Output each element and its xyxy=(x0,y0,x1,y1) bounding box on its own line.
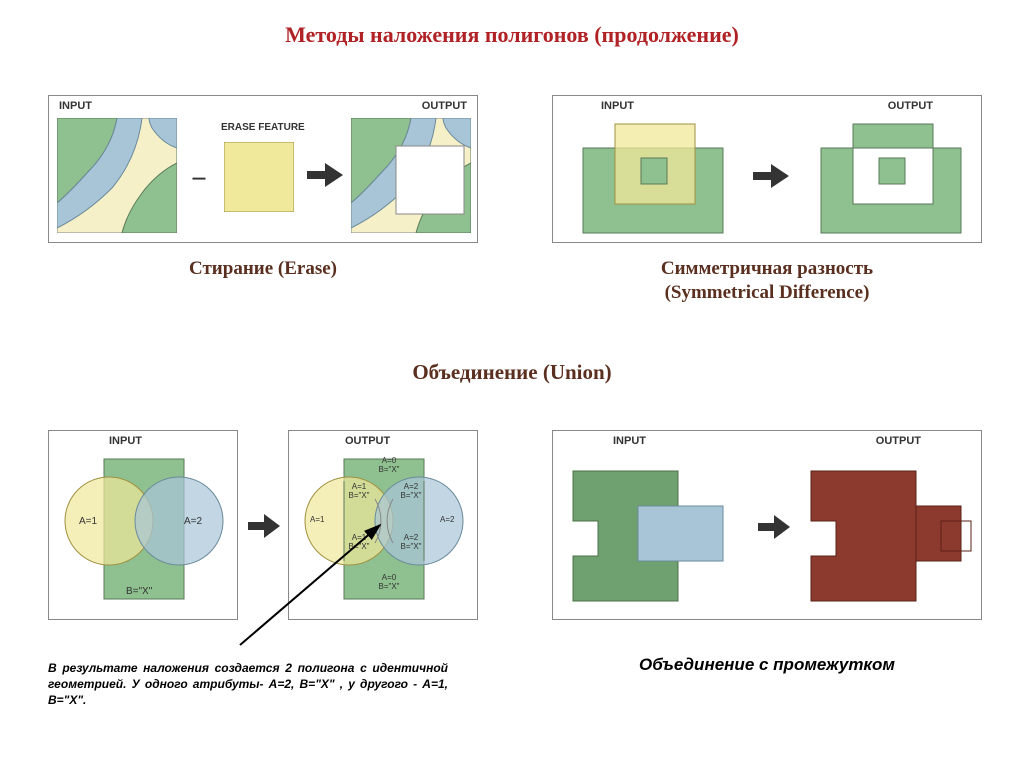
union-bx-label: B="X" xyxy=(126,586,152,597)
union-out-a0-top: A=0B="X" xyxy=(374,457,404,475)
erase-arrow-head xyxy=(325,163,343,187)
union-gap-panel: INPUT OUTPUT xyxy=(552,430,982,620)
union-gap-output-label: OUTPUT xyxy=(876,435,921,447)
union-a1-label: A=1 xyxy=(79,516,97,527)
symdiff-panel: INPUT OUTPUT xyxy=(552,95,982,243)
union-out-a2bx: A=2B="X" xyxy=(396,534,426,552)
erase-input-label: INPUT xyxy=(59,100,92,112)
symdiff-output xyxy=(801,118,976,236)
erase-feature-square xyxy=(224,142,294,212)
erase-output-map xyxy=(351,118,471,233)
symdiff-input xyxy=(563,118,743,236)
erase-arrow-shaft xyxy=(307,171,325,179)
union-input-label: INPUT xyxy=(109,435,142,447)
erase-panel: INPUT OUTPUT ERASE FEATURE − xyxy=(48,95,478,243)
erase-subtitle: Стирание (Erase) xyxy=(48,258,478,280)
union-annotation-arrow xyxy=(225,515,390,655)
union-gap-output xyxy=(801,456,976,611)
symdiff-arrow-shaft xyxy=(753,172,771,180)
main-title: Методы наложения полигонов (продолжение) xyxy=(0,0,1024,48)
union-out-a2-top: A=2B="X" xyxy=(396,483,426,501)
union-out-a1-top: A=1B="X" xyxy=(344,483,374,501)
symdiff-input-label: INPUT xyxy=(601,100,634,112)
union-gap-arrow-head xyxy=(774,515,790,539)
union-gap-input xyxy=(563,456,748,611)
symdiff-subtitle-1: Симметричная разность xyxy=(552,258,982,280)
erase-output-label: OUTPUT xyxy=(422,100,467,112)
union-gap-input-label: INPUT xyxy=(613,435,646,447)
union-a2-label: A=2 xyxy=(184,516,202,527)
symdiff-subtitle-2: (Symmetrical Difference) xyxy=(552,282,982,304)
minus-icon: − xyxy=(191,164,207,196)
symdiff-arrow-head xyxy=(771,164,789,188)
symdiff-output-label: OUTPUT xyxy=(888,100,933,112)
union-gap-caption: Объединение с промежутком xyxy=(552,655,982,675)
union-caption: В результате наложения создается 2 полиг… xyxy=(48,660,448,709)
union-gap-arrow-shaft xyxy=(758,523,774,531)
union-output-label: OUTPUT xyxy=(345,435,390,447)
erase-input-map xyxy=(57,118,177,233)
union-out-a2: A=2 xyxy=(440,516,454,525)
erase-feature-label: ERASE FEATURE xyxy=(221,122,305,133)
union-title: Объединение (Union) xyxy=(0,360,1024,385)
